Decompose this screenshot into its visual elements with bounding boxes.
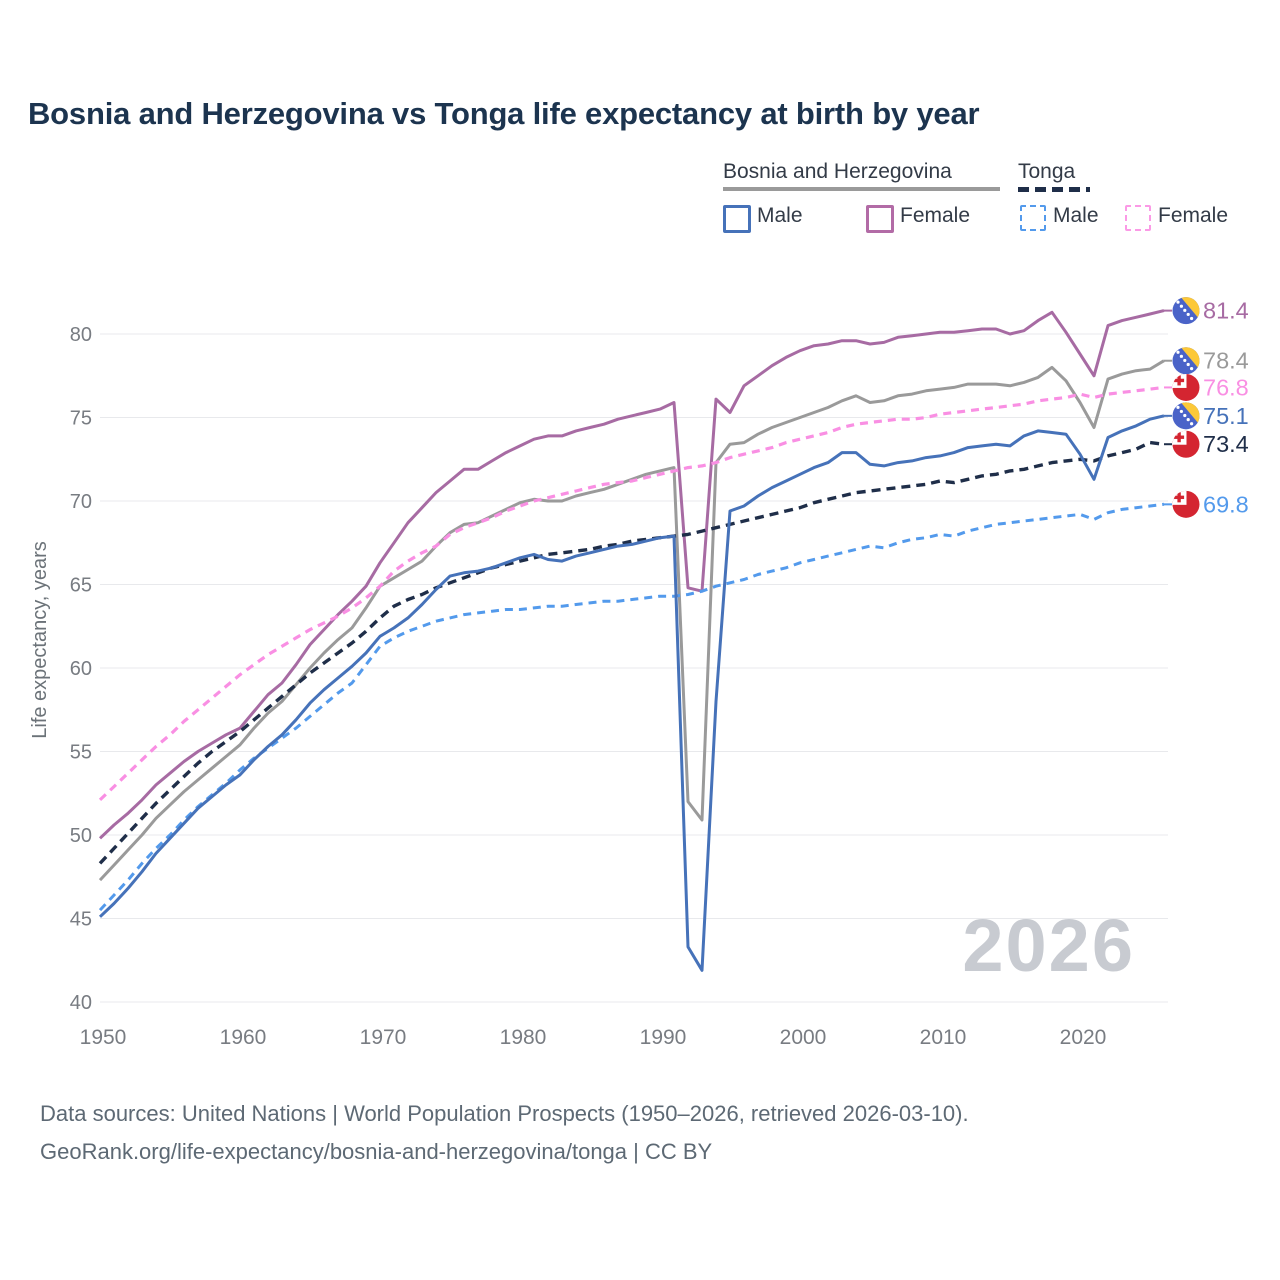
legend-label-bosnia-female[interactable]: Female: [900, 204, 971, 227]
y-tick-label: 65: [70, 575, 92, 597]
footer-attribution: GeoRank.org/life-expectancy/bosnia-and-h…: [40, 1139, 713, 1164]
y-tick-label: 75: [70, 408, 92, 430]
y-tick-label: 55: [70, 742, 92, 764]
legend-label-tonga-male[interactable]: Male: [1053, 204, 1099, 227]
y-tick-label: 70: [70, 491, 92, 513]
bosnia-flag-icon: [1172, 402, 1200, 430]
x-tick-label: 1990: [640, 1026, 687, 1049]
x-tick-label: 1960: [220, 1026, 267, 1049]
legend-tonga-line-swatch: [1018, 187, 1090, 192]
series-line-bosnia-male: [98, 414, 1165, 972]
series-line-tonga-male: [98, 502, 1165, 912]
watermark-year: 2026: [962, 904, 1135, 987]
x-tick-label: 2020: [1060, 1026, 1107, 1049]
legend-swatch-tonga-female[interactable]: [1125, 205, 1151, 231]
x-tick-label: 1970: [360, 1026, 407, 1049]
bosnia-flag-icon: [1172, 297, 1200, 325]
y-tick-label: 60: [70, 658, 92, 680]
end-value-label: 78.4: [1203, 348, 1249, 374]
chart-footer: Data sources: United Nations | World Pop…: [40, 1095, 969, 1171]
legend-label-bosnia-male[interactable]: Male: [757, 204, 803, 227]
legend-swatch-bosnia-female[interactable]: [866, 205, 894, 233]
tonga-flag-icon: [1172, 430, 1200, 458]
legend-bosnia-line-swatch: [723, 187, 1000, 191]
tonga-flag-icon: [1172, 373, 1200, 401]
series-line-tonga-female: [98, 385, 1165, 802]
legend-swatch-tonga-male[interactable]: [1020, 205, 1046, 231]
series-line-bosnia-all: [98, 359, 1165, 882]
bosnia-flag-icon: [1172, 347, 1200, 375]
x-tick-label: 1950: [80, 1026, 127, 1049]
footer-data-sources: Data sources: United Nations | World Pop…: [40, 1101, 969, 1126]
series-line-tonga-all: [98, 440, 1165, 865]
y-axis-title: Life expectancy, years: [29, 541, 51, 739]
y-tick-label: 40: [70, 992, 92, 1014]
legend-swatch-bosnia-male[interactable]: [723, 205, 751, 233]
x-tick-label: 1980: [500, 1026, 547, 1049]
legend-label-tonga-female[interactable]: Female: [1158, 204, 1229, 227]
page-title: Bosnia and Herzegovina vs Tonga life exp…: [28, 96, 980, 131]
end-value-label: 76.8: [1203, 374, 1249, 400]
chart-legend: Bosnia and Herzegovina Male Female Tonga…: [0, 0, 1280, 250]
end-value-label: 69.8: [1203, 491, 1249, 517]
tonga-flag-icon: [1172, 490, 1200, 518]
y-tick-label: 80: [70, 324, 92, 346]
legend-group-bosnia-label[interactable]: Bosnia and Herzegovina: [723, 160, 952, 183]
x-tick-label: 2000: [780, 1026, 827, 1049]
series-line-bosnia-female: [98, 309, 1165, 840]
end-value-label: 73.4: [1203, 431, 1249, 457]
x-tick-label: 2010: [920, 1026, 967, 1049]
y-tick-label: 50: [70, 825, 92, 847]
legend-group-tonga-label[interactable]: Tonga: [1018, 160, 1076, 183]
end-value-label: 75.1: [1203, 403, 1249, 429]
y-tick-label: 45: [70, 909, 92, 931]
end-value-label: 81.4: [1203, 298, 1249, 324]
